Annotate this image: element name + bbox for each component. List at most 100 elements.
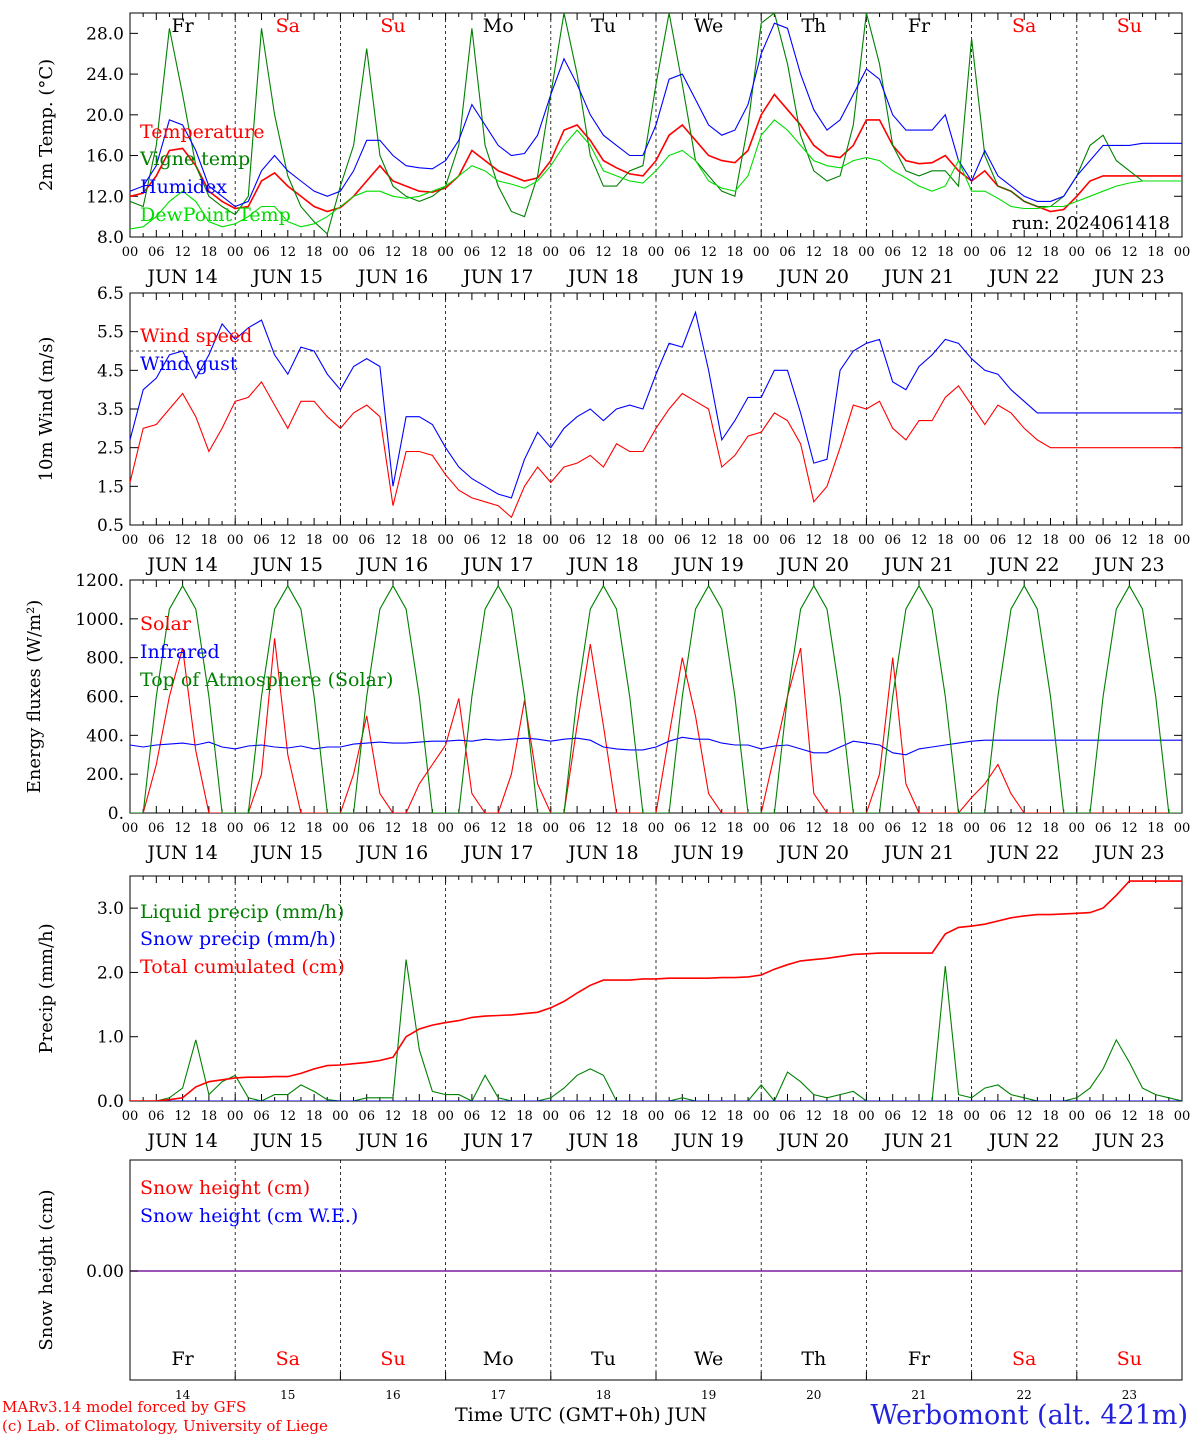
hour-tick-label: 12: [911, 245, 928, 260]
hour-tick-label: 00: [648, 821, 665, 836]
hour-tick-label: 00: [1174, 1109, 1191, 1124]
day-label: JUN 21: [882, 266, 954, 288]
hour-tick-label: 06: [464, 245, 481, 260]
day-label: JUN 16: [356, 266, 428, 288]
hour-tick-label: 12: [385, 1109, 402, 1124]
day-number: 15: [280, 1388, 295, 1402]
hour-tick-label: 12: [700, 1109, 717, 1124]
hour-tick-label: 00: [648, 533, 665, 548]
weekday-label: Fr: [171, 15, 194, 37]
day-label: JUN 15: [251, 842, 323, 864]
hour-tick-label: 00: [858, 821, 875, 836]
hour-tick-label: 06: [464, 821, 481, 836]
weekday-label: Su: [1117, 15, 1142, 37]
day-label: JUN 21: [882, 842, 954, 864]
station-name: Werbomont (alt. 421m): [870, 1400, 1188, 1431]
hour-tick-label: 12: [174, 1109, 191, 1124]
hour-tick-label: 18: [201, 1109, 218, 1124]
hour-tick-label: 00: [858, 1109, 875, 1124]
series-line: [130, 13, 1182, 235]
hour-tick-label: 00: [1069, 245, 1086, 260]
y-tick-label: 1.5: [97, 477, 124, 497]
series-line: [130, 736, 1182, 756]
y-tick-label: 0.: [108, 804, 124, 824]
weekday-label: Th: [801, 1348, 826, 1370]
hour-tick-label: 18: [937, 533, 954, 548]
legend-entry: Snow height (cm): [140, 1177, 310, 1199]
hour-tick-label: 00: [122, 821, 139, 836]
hour-tick-label: 12: [806, 821, 823, 836]
hour-tick-label: 00: [543, 533, 560, 548]
hour-tick-label: 06: [148, 245, 165, 260]
hour-tick-label: 06: [358, 1109, 375, 1124]
y-tick-label: 800.: [86, 649, 124, 669]
hour-tick-label: 06: [569, 821, 586, 836]
panel-3: 00 06 12 18 00 06 12 18 00 06 12 18 00 06 12 18 00 06 12 18…: [24, 571, 1190, 864]
legend-entry: Temperature: [140, 121, 264, 143]
hour-tick-label: 18: [832, 1109, 849, 1124]
hour-tick-label: 12: [280, 245, 297, 260]
hour-tick-label: 18: [516, 1109, 533, 1124]
hour-tick-label: 00: [122, 533, 139, 548]
hour-tick-label: 00: [648, 245, 665, 260]
y-axis-label: Energy fluxes (W/m²): [24, 600, 45, 794]
hour-tick-label: 18: [1042, 533, 1059, 548]
day-number: 16: [385, 1388, 400, 1402]
hour-tick-label: 12: [1016, 533, 1033, 548]
y-tick-label: 5.5: [97, 323, 124, 343]
legend-entry: Total cumulated (cm): [140, 956, 345, 978]
day-number: 20: [806, 1388, 821, 1402]
hour-tick-label: 00: [963, 821, 980, 836]
hour-tick-label: 06: [1095, 821, 1112, 836]
legend-entry: Vigne temp: [139, 148, 250, 170]
hour-tick-label: 00: [227, 245, 244, 260]
run-label: run: 2024061418: [1012, 213, 1170, 234]
hour-tick-label: 18: [727, 533, 744, 548]
day-label: JUN 20: [777, 1130, 849, 1152]
hour-tick-label: 06: [779, 245, 796, 260]
day-label: JUN 14: [145, 266, 217, 288]
weekday-label: Sa: [276, 15, 300, 37]
legend-entry: Top of Atmosphere (Solar): [140, 669, 393, 691]
y-tick-label: 1000.: [75, 610, 124, 630]
hour-tick-label: 06: [569, 245, 586, 260]
hour-tick-label: 12: [595, 533, 612, 548]
hour-tick-label: 12: [174, 533, 191, 548]
day-label: JUN 20: [777, 554, 849, 576]
hour-tick-label: 18: [1042, 1109, 1059, 1124]
y-axis-label: Snow height (cm): [36, 1189, 57, 1350]
hour-tick-label: 00: [543, 245, 560, 260]
hour-tick-label: 06: [674, 1109, 691, 1124]
hour-tick-label: 00: [963, 1109, 980, 1124]
day-number: 23: [1122, 1388, 1137, 1402]
hour-tick-label: 18: [411, 821, 428, 836]
weekday-label: Sa: [1012, 1348, 1036, 1370]
hour-tick-label: 06: [990, 245, 1007, 260]
hour-tick-label: 12: [1121, 533, 1138, 548]
weekday-label: Tu: [591, 1348, 616, 1370]
hour-tick-label: 00: [332, 245, 349, 260]
hour-tick-label: 06: [253, 245, 270, 260]
hour-tick-label: 06: [1095, 533, 1112, 548]
hour-tick-label: 06: [358, 245, 375, 260]
hour-tick-label: 00: [1069, 821, 1086, 836]
legend-entry: Wind speed: [140, 325, 252, 347]
weekday-label: We: [694, 1348, 723, 1370]
day-label: JUN 16: [356, 842, 428, 864]
hour-tick-label: 12: [595, 245, 612, 260]
hour-tick-label: 18: [306, 821, 323, 836]
day-number: 22: [1017, 1388, 1032, 1402]
legend-entry: Infrared: [140, 641, 220, 663]
hour-tick-label: 00: [858, 245, 875, 260]
day-number: 18: [596, 1388, 611, 1402]
day-label: JUN 17: [461, 266, 533, 288]
y-tick-label: 1200.: [75, 571, 124, 591]
hour-tick-label: 06: [674, 533, 691, 548]
y-tick-label: 12.0: [86, 187, 124, 207]
hour-tick-label: 18: [306, 1109, 323, 1124]
day-label: JUN 21: [882, 1130, 954, 1152]
y-tick-label: 4.5: [97, 361, 124, 381]
day-label: JUN 23: [1092, 554, 1164, 576]
series-line: [130, 380, 1182, 519]
hour-tick-label: 06: [779, 821, 796, 836]
